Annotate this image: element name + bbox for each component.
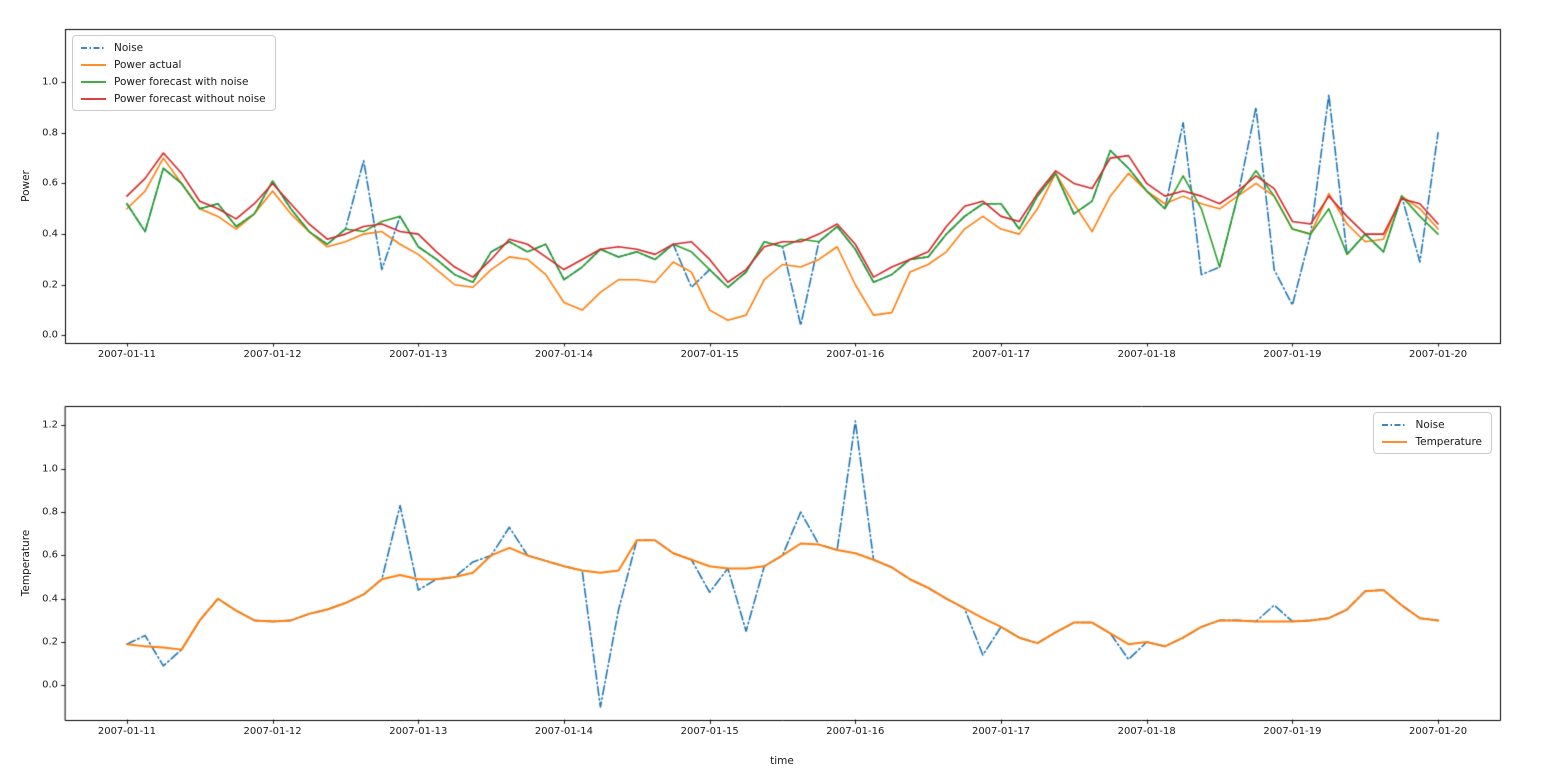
x-tick-label: 2007-01-20 — [1409, 349, 1468, 360]
legend-label: Power forecast without noise — [114, 93, 266, 105]
y-axis-label-power: Power — [20, 170, 32, 202]
x-tick-label: 2007-01-15 — [680, 726, 739, 737]
y-tick-label: 0.8 — [42, 127, 58, 139]
legend-item: Power actual — [80, 58, 266, 72]
x-tick-label: 2007-01-15 — [680, 349, 739, 360]
x-tick-label: 2007-01-12 — [243, 349, 302, 360]
x-tick-label: 2007-01-18 — [1117, 349, 1176, 360]
legend-label: Power actual — [114, 59, 182, 71]
x-tick-label: 2007-01-17 — [971, 349, 1031, 360]
y-tick-label: 0.6 — [42, 549, 58, 561]
x-tick-label: 2007-01-11 — [97, 726, 156, 737]
legend-line-sample-icon — [81, 47, 106, 49]
legend-label: Noise — [1415, 419, 1445, 431]
x-tick-label: 2007-01-11 — [97, 349, 156, 360]
legend-item: Noise — [80, 41, 266, 55]
legend-line-sample-icon — [81, 64, 106, 66]
legend-item: Noise — [1381, 418, 1482, 432]
x-tick-label: 2007-01-14 — [534, 726, 594, 737]
x-tick-label: 2007-01-16 — [826, 726, 885, 737]
legend-item: Temperature — [1381, 435, 1482, 449]
legend-item: Power forecast without noise — [80, 92, 266, 106]
y-tick-label: 1.0 — [42, 76, 58, 88]
legend-line-sample-icon — [81, 81, 106, 83]
x-tick-label: 2007-01-20 — [1409, 726, 1468, 737]
x-axis-label-time: time — [770, 755, 794, 767]
y-tick-label: 0.6 — [42, 177, 58, 189]
legend: Noise Power actual Power forecast with noi… — [72, 35, 276, 111]
legend-label: Temperature — [1415, 436, 1482, 448]
y-tick-label: 0.0 — [42, 679, 58, 691]
legend-line-sample-icon — [1382, 441, 1408, 443]
legend-item: Power forecast with noise — [80, 75, 266, 89]
legend-label: Power forecast with noise — [114, 76, 249, 88]
y-tick-label: 0.0 — [42, 329, 58, 341]
y-tick-label: 1.2 — [42, 419, 58, 431]
y-tick-label: 0.2 — [42, 636, 58, 648]
y-tick-label: 0.4 — [42, 593, 58, 605]
x-tick-label: 2007-01-13 — [389, 726, 448, 737]
x-tick-label: 2007-01-17 — [971, 726, 1031, 737]
x-tick-label: 2007-01-14 — [534, 349, 594, 360]
x-tick-label: 2007-01-12 — [243, 726, 302, 737]
x-tick-label: 2007-01-19 — [1263, 349, 1322, 360]
x-tick-label: 2007-01-19 — [1263, 726, 1322, 737]
legend-label: Noise — [114, 42, 144, 54]
y-tick-label: 1.0 — [42, 463, 58, 475]
y-tick-label: 0.4 — [42, 228, 58, 240]
x-tick-label: 2007-01-13 — [389, 349, 448, 360]
x-tick-label: 2007-01-18 — [1117, 726, 1176, 737]
legend-line-sample-icon — [81, 98, 106, 100]
legend: Noise Temperature — [1373, 412, 1492, 454]
y-axis-label-temperature: Temperature — [20, 529, 32, 597]
x-tick-label: 2007-01-16 — [826, 349, 885, 360]
legend-line-sample-icon — [1382, 424, 1408, 426]
y-tick-label: 0.8 — [42, 506, 58, 518]
y-tick-label: 0.2 — [42, 279, 58, 291]
